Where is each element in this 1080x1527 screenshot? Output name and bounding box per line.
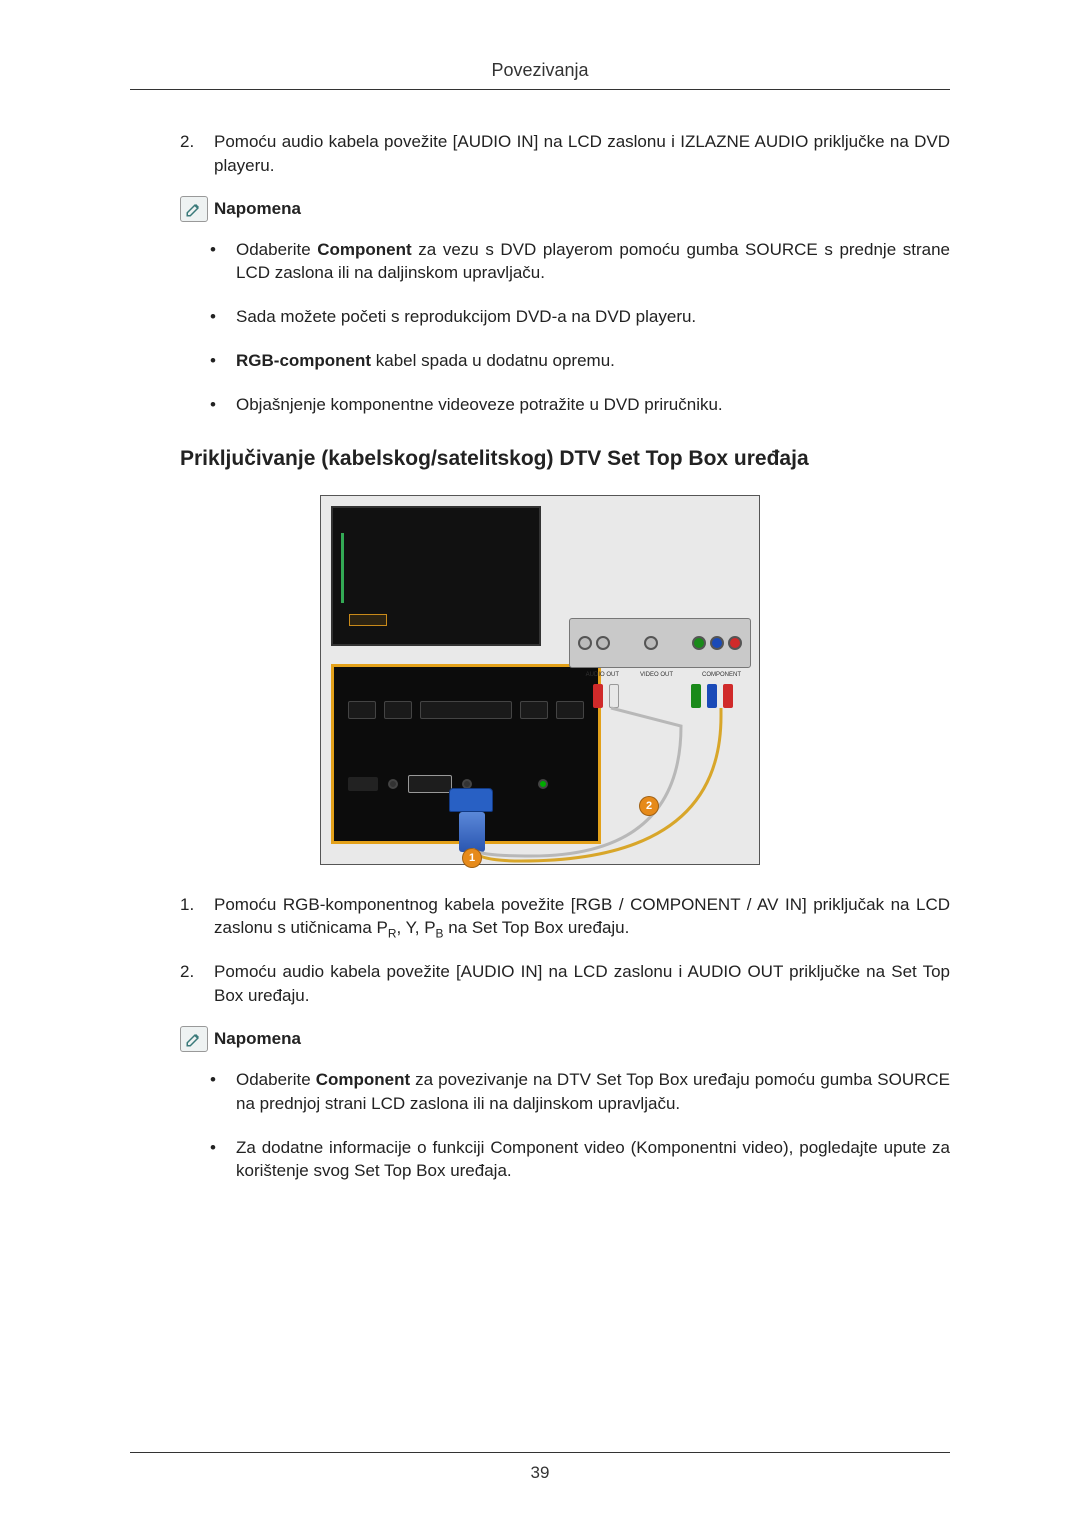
section-heading: Priključivanje (kabelskog/satelitskog) D… [180, 447, 950, 471]
list-item: • RGB-component kabel spada u dodatnu op… [210, 349, 950, 373]
ordered-number: 2. [180, 960, 214, 1008]
diagram-set-top-box [569, 618, 751, 668]
bullet-text-bold: Component [317, 240, 411, 259]
pencil-note-icon [180, 1026, 208, 1052]
bullet-text-pre: Sada možete početi s reprodukcijom DVD-a… [236, 307, 696, 326]
note-label: Napomena [214, 1029, 301, 1049]
audio-jack-green-icon [538, 779, 548, 789]
footer-rule [130, 1452, 950, 1453]
rca-plug-blue-icon [707, 684, 717, 708]
header-rule [130, 89, 950, 90]
audio-jack-icon [388, 779, 398, 789]
bullet-text-post: kabel spada u dodatnu opremu. [371, 351, 615, 370]
ordered-number: 1. [180, 893, 214, 943]
step-item: 2. Pomoću audio kabela povežite [AUDIO I… [180, 960, 950, 1008]
ordered-text: Pomoću RGB-komponentnog kabela povežite … [214, 893, 950, 943]
stb-video-label: VIDEO OUT [640, 672, 673, 678]
list-item: • Objašnjenje komponentne videoveze potr… [210, 393, 950, 417]
rca-blue-icon [710, 636, 724, 650]
rca-plug-red-icon [593, 684, 603, 708]
port-icon [520, 701, 548, 719]
hdmi-port-icon [348, 777, 378, 791]
note-label: Napomena [214, 199, 301, 219]
bullet-text-pre: Odaberite [236, 240, 317, 259]
rca-plug-red-icon [723, 684, 733, 708]
page-header-title: Povezivanja [130, 60, 950, 89]
rca-plug-white-icon [609, 684, 619, 708]
list-item: • Sada možete početi s reprodukcijom DVD… [210, 305, 950, 329]
port-icon [556, 701, 584, 719]
port-icon [384, 701, 412, 719]
vga-connector-icon [449, 788, 495, 856]
rca-red-icon [728, 636, 742, 650]
connection-diagram-wrap: AUDIO OUT VIDEO OUT COMPONENT 1 2 [130, 495, 950, 865]
bullet-text-bold: Component [316, 1070, 410, 1089]
ordered-text: Pomoću audio kabela povežite [AUDIO IN] … [214, 130, 950, 178]
rca-jack-icon [596, 636, 610, 650]
connection-diagram: AUDIO OUT VIDEO OUT COMPONENT 1 2 [320, 495, 760, 865]
note-heading: Napomena [180, 1026, 950, 1052]
diagram-monitor-front [331, 506, 541, 646]
rca-jack-icon [578, 636, 592, 650]
page-number: 39 [130, 1463, 950, 1483]
list-item: • Odaberite Component za vezu s DVD play… [210, 238, 950, 286]
rca-plug-green-icon [691, 684, 701, 708]
list-item: • Odaberite Component za povezivanje na … [210, 1068, 950, 1116]
bullet-text-pre: Za dodatne informacije o funkciji Compon… [236, 1138, 950, 1181]
rca-green-icon [692, 636, 706, 650]
dvi-port-icon [408, 775, 452, 793]
bullet-text-pre: Objašnjenje komponentne videoveze potraž… [236, 395, 723, 414]
note2-bullet-list: • Odaberite Component za povezivanje na … [210, 1068, 950, 1183]
stb-component-label: COMPONENT [702, 672, 741, 678]
stb-audio-label: AUDIO OUT [586, 672, 619, 678]
note-heading: Napomena [180, 196, 950, 222]
ordered-text: Pomoću audio kabela povežite [AUDIO IN] … [214, 960, 950, 1008]
port-icon [348, 701, 376, 719]
page-footer: 39 [130, 1452, 950, 1483]
note1-bullet-list: • Odaberite Component za vezu s DVD play… [210, 238, 950, 417]
list-item: • Za dodatne informacije o funkciji Comp… [210, 1136, 950, 1184]
rca-jack-icon [644, 636, 658, 650]
step-item: 1. Pomoću RGB-komponentnog kabela poveži… [180, 893, 950, 943]
pencil-note-icon [180, 196, 208, 222]
diagram-badge-2: 2 [639, 796, 659, 816]
bullet-text-pre: Odaberite [236, 1070, 316, 1089]
bullet-text-bold: RGB-component [236, 351, 371, 370]
intro-ordered-item: 2. Pomoću audio kabela povežite [AUDIO I… [180, 130, 950, 178]
diagram-badge-1: 1 [462, 848, 482, 868]
ordered-number: 2. [180, 130, 214, 178]
port-icon [420, 701, 512, 719]
